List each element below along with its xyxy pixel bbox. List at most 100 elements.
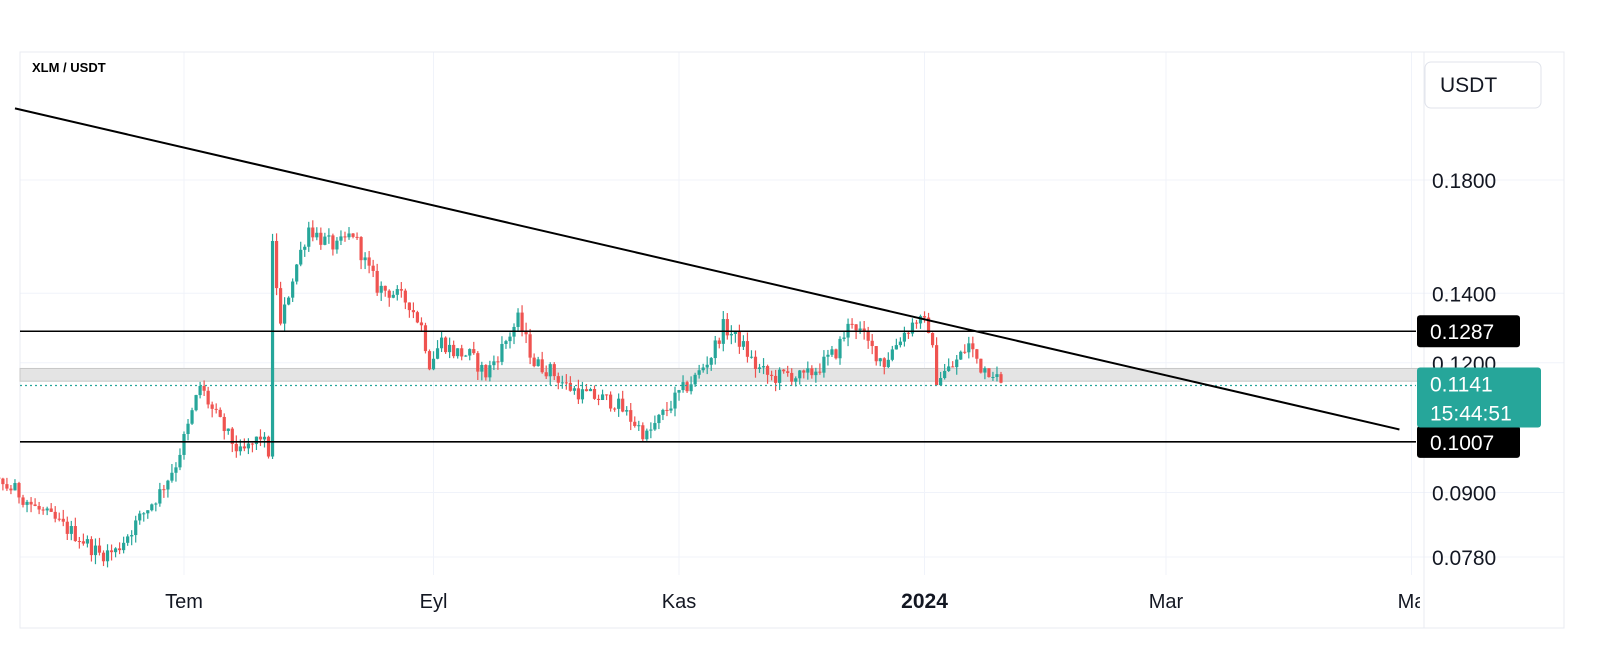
candle-body (508, 336, 512, 342)
pair-title: XLM / USDT (32, 60, 106, 75)
candle-body (592, 389, 597, 399)
time-tick-label: Mar (1149, 591, 1184, 613)
candle-body (830, 349, 834, 355)
candle-body (379, 285, 383, 293)
candle-body (299, 249, 303, 265)
candle-body (637, 425, 641, 427)
candle-body (363, 257, 367, 261)
last-price-label: 0.1141 (1430, 374, 1493, 397)
candle-body (238, 446, 242, 452)
candle-body (741, 341, 746, 347)
currency-button-label: USDT (1440, 74, 1497, 97)
candle-body (532, 357, 536, 367)
candle-body (544, 372, 548, 377)
candle-body (685, 382, 689, 392)
candle-body (898, 341, 902, 346)
candle-body (468, 349, 472, 356)
candle-body (753, 356, 758, 370)
candle-body (270, 241, 275, 457)
candle-body (588, 389, 593, 392)
candle-body (818, 371, 822, 373)
candle-body (464, 355, 468, 357)
candle-body (625, 410, 629, 412)
candle-body (854, 324, 858, 331)
candle-body (254, 436, 259, 445)
candle-body (939, 378, 943, 386)
candle-body (629, 410, 633, 422)
candle-body (733, 330, 737, 334)
candle-body (870, 340, 874, 347)
candle-body (745, 341, 750, 357)
candles-layer (0, 220, 1003, 568)
candle-body (230, 428, 234, 444)
candle-body (765, 366, 770, 375)
candle-body (423, 325, 428, 352)
candle-body (709, 358, 713, 365)
candle-body (206, 390, 210, 405)
candle-body (902, 332, 907, 342)
candle-body (568, 382, 572, 391)
candle-body (65, 521, 69, 534)
candle-body (53, 511, 57, 519)
currency-button[interactable]: USDT (1424, 61, 1542, 109)
candle-body (97, 545, 102, 553)
candle-body (729, 333, 733, 336)
last-price-badge (1417, 367, 1541, 428)
candle-body (717, 340, 721, 344)
candle-body (335, 240, 339, 250)
candle-body (399, 289, 403, 291)
level-badge-label: 0.1287 (1430, 321, 1494, 344)
candle-body (975, 349, 979, 359)
candle-body (874, 346, 878, 362)
candle-body (134, 520, 138, 536)
candle-body (25, 501, 29, 505)
price-tick-label: 0.1800 (1432, 170, 1496, 193)
candle-body (431, 358, 436, 370)
candle-body (669, 408, 673, 411)
candle-body (882, 358, 886, 368)
candle-body (439, 337, 444, 349)
candle-body (778, 369, 782, 383)
candle-body (57, 518, 61, 520)
candle-body (150, 504, 154, 511)
candle-body (987, 368, 991, 378)
candle-body (476, 353, 480, 372)
candle-body (604, 394, 609, 396)
descending-trendline[interactable] (14, 107, 1400, 431)
candle-body (452, 344, 456, 357)
candle-body (415, 312, 420, 323)
candle-body (21, 497, 25, 505)
candle-body (862, 328, 866, 332)
candle-body (536, 359, 540, 367)
candle-body (500, 343, 504, 362)
support-band (19, 367, 1425, 382)
candle-body (858, 328, 862, 331)
candle-body (613, 408, 617, 410)
candle-body (250, 443, 255, 445)
candle-body (101, 552, 106, 562)
candle-body (516, 312, 520, 327)
candle-body (983, 368, 987, 373)
candle-body (886, 359, 890, 368)
candle-body (274, 241, 279, 289)
candle-body (955, 359, 959, 368)
candle-body (737, 330, 741, 347)
candle-body (214, 408, 218, 410)
time-axis[interactable]: Tem Eyl Kas 2024 Mar Ma (165, 590, 1426, 613)
candle-body (701, 367, 705, 371)
candle-body (922, 316, 927, 318)
candle-body (552, 364, 556, 377)
candle-body (85, 539, 90, 544)
candle-body (61, 518, 65, 522)
candle-body (850, 323, 854, 325)
candle-body (520, 312, 524, 332)
candle-body (786, 371, 790, 373)
candle-body (122, 542, 126, 551)
trendline-layer (14, 107, 1400, 431)
candle-body (979, 358, 983, 373)
candle-body (540, 359, 544, 373)
candle-body (89, 539, 94, 556)
candle-body (339, 236, 343, 241)
time-tick-label: Eyl (420, 591, 448, 613)
